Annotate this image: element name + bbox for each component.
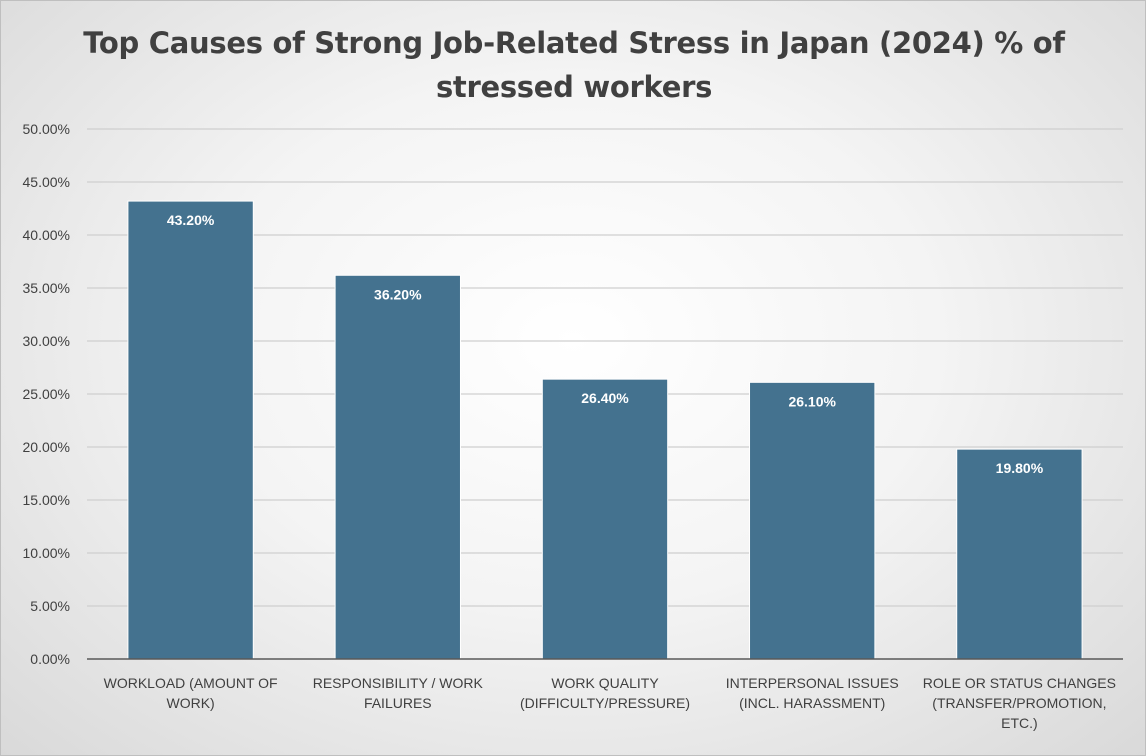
y-tick-label: 25.00%	[23, 386, 70, 402]
x-tick-label-line: WORK QUALITY	[551, 675, 659, 691]
x-tick-label: WORKLOAD (AMOUNT OF WORK)	[104, 675, 278, 711]
data-label: 26.10%	[788, 393, 836, 409]
x-tick-label-line: WORK)	[166, 695, 214, 711]
x-tick-label-line: ETC.)	[1001, 715, 1038, 731]
y-tick-label: 20.00%	[23, 439, 70, 455]
y-tick-label: 10.00%	[23, 545, 70, 561]
x-axis: WORKLOAD (AMOUNT OF WORK) RESPONSIBILITY /…	[87, 658, 1123, 731]
y-tick-label: 35.00%	[23, 280, 70, 296]
x-tick-label: INTERPERSONAL ISSUES (INCL. HARASSMENT)	[726, 675, 899, 711]
data-label: 36.20%	[374, 286, 422, 302]
y-tick-label: 50.00%	[23, 121, 70, 137]
y-tick-label: 0.00%	[30, 651, 70, 667]
y-tick-label: 15.00%	[23, 492, 70, 508]
data-label: 19.80%	[996, 460, 1044, 476]
x-tick-label-line: ROLE OR STATUS CHANGES	[923, 675, 1116, 691]
x-tick-label-line: (INCL. HARASSMENT)	[739, 695, 885, 711]
x-tick-label-line: (DIFFICULTY/PRESSURE)	[520, 695, 690, 711]
x-tick-label: WORK QUALITY (DIFFICULTY/PRESSURE)	[520, 675, 690, 711]
x-tick-label-line: RESPONSIBILITY / WORK	[313, 675, 484, 691]
x-tick-label-line: FAILURES	[364, 695, 432, 711]
y-tick-label: 5.00%	[30, 598, 70, 614]
data-label: 26.40%	[581, 390, 629, 406]
chart-title: Top Causes of Strong Job-Related Stress …	[83, 26, 1065, 104]
x-tick-label-line: (TRANSFER/PROMOTION,	[932, 695, 1106, 711]
bar	[541, 378, 669, 660]
y-tick-label: 45.00%	[23, 174, 70, 190]
y-tick-label: 40.00%	[23, 227, 70, 243]
x-tick-label: RESPONSIBILITY / WORK FAILURES	[313, 675, 484, 711]
x-tick-label-line: INTERPERSONAL ISSUES	[726, 675, 899, 691]
bars: 43.20% 36.20% 26.40% 26.10% 19.80%	[127, 200, 1083, 660]
data-label: 43.20%	[167, 212, 215, 228]
x-tick-label-line: WORKLOAD (AMOUNT OF	[104, 675, 278, 691]
y-tick-label: 30.00%	[23, 333, 70, 349]
bar	[127, 200, 254, 660]
bar	[956, 448, 1083, 660]
bar	[749, 381, 876, 660]
y-axis: 0.00% 5.00% 10.00% 15.00% 20.00% 25.00% 30.00%…	[23, 121, 70, 667]
bar	[334, 274, 461, 660]
x-tick-label: ROLE OR STATUS CHANGES (TRANSFER/PROMOTIO…	[923, 675, 1116, 731]
